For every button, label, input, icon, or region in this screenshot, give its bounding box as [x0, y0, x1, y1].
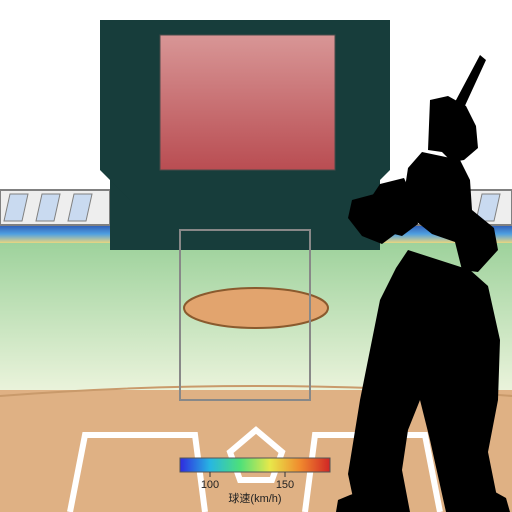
scene-svg: 100 150球速(km/h) — [0, 0, 512, 512]
baseball-pitch-diagram: 100 150球速(km/h) — [0, 0, 512, 512]
scoreboard-screen — [160, 35, 335, 170]
legend-title: 球速(km/h) — [228, 491, 281, 505]
speed-legend-bar — [180, 458, 330, 472]
legend-tick: 150 — [276, 479, 294, 491]
stands — [0, 190, 110, 225]
pitchers-mound — [184, 288, 328, 328]
legend-tick: 100 — [201, 479, 219, 491]
